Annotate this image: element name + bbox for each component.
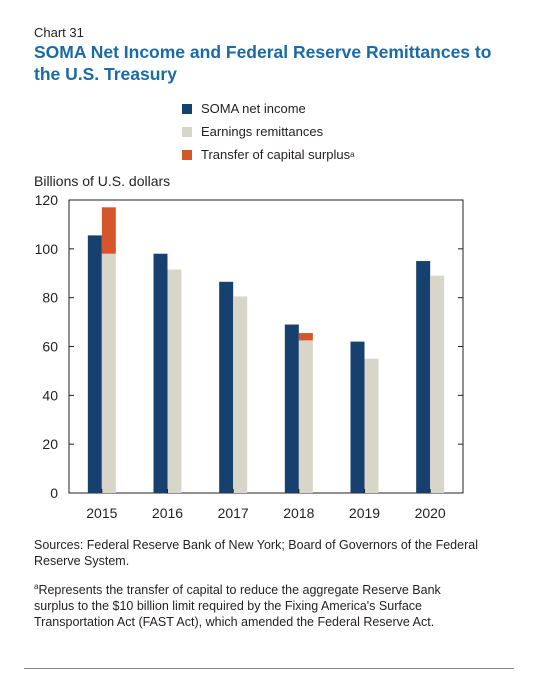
- y-tick-label: 0: [50, 485, 58, 501]
- bar-soma-net-income: [416, 261, 431, 493]
- legend-item-capital-surplus: Transfer of capital surplus a: [182, 143, 355, 166]
- legend-item-soma-net-income: SOMA net income: [182, 97, 355, 120]
- legend-label-soma: SOMA net income: [201, 101, 306, 116]
- bar-earnings-remittances: [233, 296, 248, 493]
- bar-earnings-remittances: [167, 269, 182, 493]
- x-tick-label: 2016: [152, 505, 183, 521]
- bar-soma-net-income: [153, 253, 168, 493]
- y-tick-label: 80: [42, 290, 58, 306]
- x-tick-label: 2017: [218, 505, 249, 521]
- footer-divider: [24, 668, 514, 669]
- bars: [87, 207, 445, 493]
- x-tick-label: 2019: [349, 505, 380, 521]
- y-tick-label: 120: [35, 192, 59, 208]
- bar-soma-net-income: [219, 281, 234, 493]
- y-tick-label: 20: [42, 436, 58, 452]
- footnote-text: Represents the transfer of capital to re…: [34, 583, 441, 630]
- y-ticks: 0 20 40 60 80 100 120: [35, 192, 463, 501]
- bar-soma-net-income: [350, 341, 365, 493]
- chart-number-label: Chart 31: [34, 25, 84, 40]
- x-tick-label: 2018: [283, 505, 314, 521]
- legend: SOMA net income Earnings remittances Tra…: [182, 97, 355, 166]
- legend-label-earnings: Earnings remittances: [201, 124, 324, 139]
- x-tick-label: 2020: [415, 505, 446, 521]
- x-tick-label: 2015: [86, 505, 117, 521]
- legend-swatch-earnings: [182, 126, 192, 137]
- footnote-marker: a: [34, 582, 39, 591]
- y-axis-unit-label: Billions of U.S. dollars: [34, 173, 171, 189]
- y-tick-label: 40: [42, 387, 58, 403]
- legend-swatch-soma: [182, 103, 192, 114]
- bar-earnings-remittances: [430, 275, 445, 493]
- legend-footnote-marker: a: [350, 150, 355, 159]
- bar-soma-net-income: [284, 324, 299, 493]
- y-tick-label: 60: [42, 339, 58, 355]
- footnote: aRepresents the transfer of capital to r…: [34, 579, 464, 630]
- legend-item-earnings-remittances: Earnings remittances: [182, 120, 355, 143]
- bar-soma-net-income: [87, 235, 102, 493]
- bar-capital-surplus-transfer: [101, 207, 116, 254]
- plot-frame: [68, 199, 464, 494]
- legend-swatch-surplus: [182, 149, 192, 160]
- y-tick-label: 100: [35, 241, 59, 257]
- x-tick-labels: 2015 2016 2017 2018 2019 2020: [86, 489, 446, 521]
- source-note: Sources: Federal Reserve Bank of New Yor…: [34, 538, 478, 568]
- legend-label-surplus: Transfer of capital surplus: [201, 147, 351, 162]
- bar-capital-surplus-transfer: [298, 333, 313, 341]
- chart-title: SOMA Net Income and Federal Reserve Remi…: [34, 42, 492, 84]
- bar-earnings-remittances: [364, 358, 379, 493]
- bar-earnings-remittances: [101, 253, 116, 493]
- bar-earnings-remittances: [298, 340, 313, 493]
